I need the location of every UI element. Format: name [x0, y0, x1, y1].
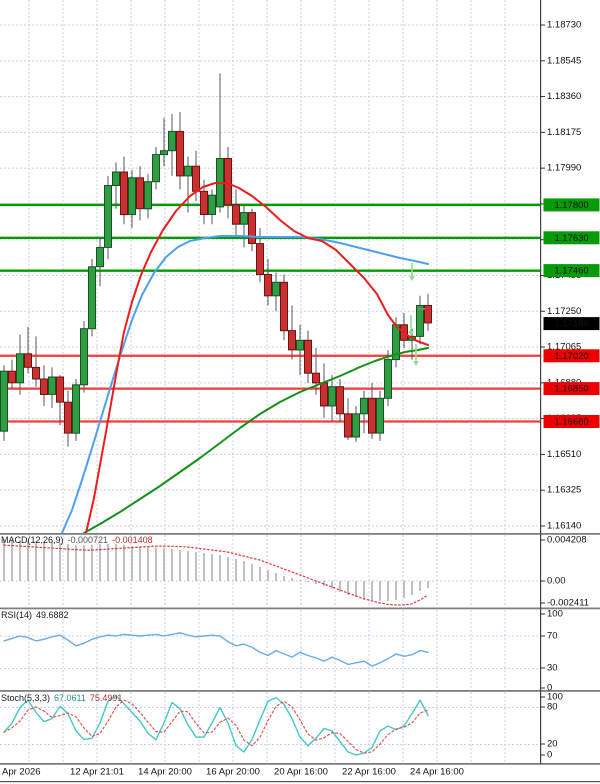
svg-text:70: 70 [547, 631, 558, 642]
svg-text:1.18360: 1.18360 [547, 91, 581, 102]
svg-text:1.16140: 1.16140 [547, 520, 581, 531]
candles-layer [0, 73, 432, 447]
svg-text:24 Apr 16:00: 24 Apr 16:00 [410, 767, 464, 778]
time-axis: Apr 2026 12 Apr 21:01 14 Apr 20:00 16 Apr 2… [2, 767, 464, 778]
rsi-indicator-label: RSI(14) 49.6882 [1, 610, 73, 620]
support-price-badge: 1.16680 [543, 415, 600, 428]
signal-arrows [408, 263, 425, 366]
svg-text:0: 0 [547, 683, 552, 694]
svg-text:1.18175: 1.18175 [547, 127, 581, 138]
rsi-line [3, 632, 429, 667]
svg-text:1.16850: 1.16850 [554, 384, 588, 395]
svg-text:0.00: 0.00 [547, 576, 566, 587]
resistance-price-badge: 1.17800 [543, 198, 600, 212]
rsi-name: RSI(14) [1, 610, 33, 620]
svg-text:1.16325: 1.16325 [547, 485, 581, 496]
macd-indicator-label: MACD(12,26,9) -0.000721 -0.001408 [1, 535, 157, 545]
stoch-k-value: 67.0611 [54, 693, 86, 703]
macd-histogram [3, 539, 429, 601]
current-price-badge: 1.17186 [543, 317, 600, 331]
svg-text:1.17800: 1.17800 [554, 200, 588, 211]
svg-text:100: 100 [547, 692, 563, 703]
svg-text:1.17630: 1.17630 [554, 233, 588, 244]
svg-text:1.18545: 1.18545 [547, 55, 581, 66]
svg-text:1.17460: 1.17460 [554, 266, 588, 277]
macd-signal-value: -0.001408 [112, 535, 153, 545]
svg-text:0.004208: 0.004208 [547, 535, 587, 546]
svg-text:12 Apr 21:01: 12 Apr 21:01 [70, 767, 124, 778]
svg-text:1.17250: 1.17250 [547, 306, 581, 317]
svg-text:1.16510: 1.16510 [547, 449, 581, 460]
macd-main-value: -0.000721 [67, 535, 109, 545]
svg-text:1.18730: 1.18730 [547, 20, 581, 31]
svg-text:16 Apr 20:00: 16 Apr 20:00 [206, 767, 260, 778]
stoch-name: Stoch(5,3,3) [1, 693, 51, 703]
svg-text:20: 20 [547, 739, 558, 750]
svg-text:1.17186: 1.17186 [554, 319, 588, 330]
svg-text:80: 80 [547, 702, 558, 713]
resistance-price-badge: 1.17460 [543, 264, 600, 278]
svg-text:20 Apr 16:00: 20 Apr 16:00 [274, 767, 328, 778]
svg-text:22 Apr 16:00: 22 Apr 16:00 [342, 767, 396, 778]
macd-name: MACD(12,26,9) [1, 535, 64, 545]
svg-text:1.17020: 1.17020 [554, 351, 588, 362]
macd-signal-line [3, 544, 429, 606]
svg-text:0: 0 [547, 750, 552, 761]
stoch-d-value: 75.4991 [89, 693, 123, 703]
support-price-badge: 1.16850 [543, 382, 600, 396]
moving-averages [61, 182, 429, 534]
support-price-badge: 1.17020 [543, 349, 600, 363]
rsi-value: 49.6882 [36, 610, 69, 620]
svg-text:Apr 2026: Apr 2026 [2, 767, 41, 778]
resistance-price-badge: 1.17630 [543, 231, 600, 245]
svg-text:1.17990: 1.17990 [547, 163, 581, 174]
svg-text:1.17065: 1.17065 [547, 342, 581, 353]
stochastic-lines [3, 695, 429, 756]
svg-text:30: 30 [547, 663, 558, 674]
stochastic-indicator-label: Stoch(5,3,3) 67.0611 75.4991 [1, 693, 126, 703]
price-axis: 1.18730 1.18545 1.18360 1.18175 1.17990 1.178… [540, 20, 600, 531]
svg-text:100: 100 [547, 609, 563, 620]
svg-text:14 Apr 20:00: 14 Apr 20:00 [138, 767, 192, 778]
svg-text:1.16680: 1.16680 [554, 417, 588, 428]
grid-layer [0, 0, 540, 763]
svg-text:-0.002411: -0.002411 [547, 598, 589, 609]
